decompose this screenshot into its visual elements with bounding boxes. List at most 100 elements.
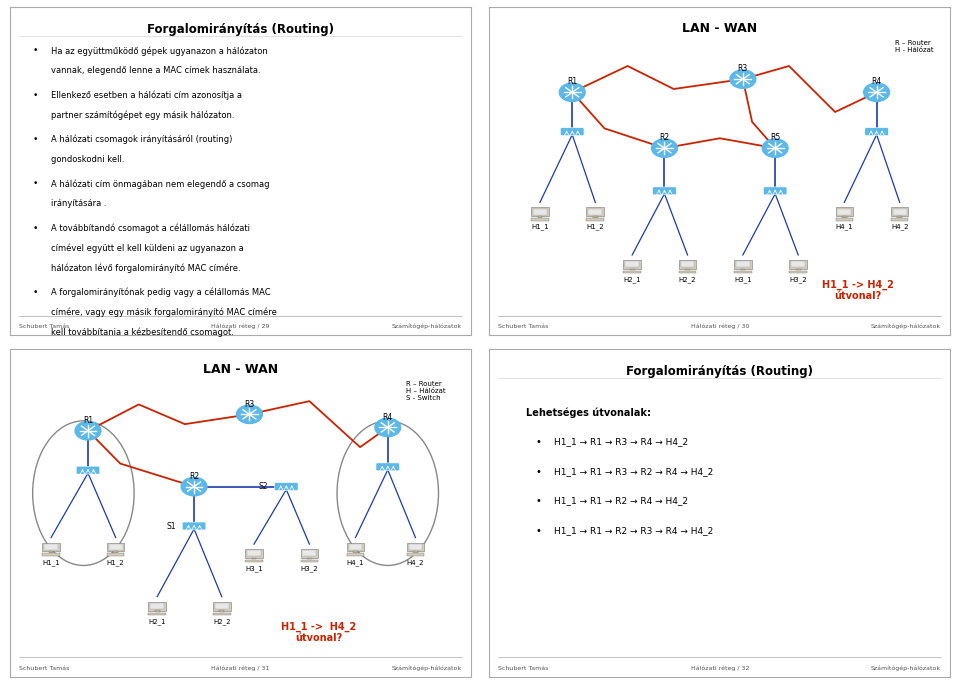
FancyBboxPatch shape: [275, 483, 298, 490]
Text: Számítógép-hálózatok: Számítógép-hálózatok: [392, 324, 462, 329]
Bar: [842, 216, 847, 218]
Bar: [791, 261, 805, 267]
Text: H1_2: H1_2: [107, 559, 125, 566]
Text: Forgalomirányítás (Routing): Forgalomirányítás (Routing): [626, 365, 813, 378]
Bar: [407, 553, 424, 556]
Text: A továbbítandó csomagot a célállomás hálózati: A továbbítandó csomagot a célállomás hál…: [51, 224, 251, 233]
Bar: [353, 551, 358, 553]
Text: R1: R1: [83, 416, 93, 425]
FancyBboxPatch shape: [865, 128, 888, 135]
Bar: [587, 218, 604, 221]
Circle shape: [181, 477, 207, 496]
Text: címére, vagy egy másik forgalomirányító MAC címére: címére, vagy egy másik forgalomirányító …: [51, 308, 277, 317]
Text: Schubert Tamás: Schubert Tamás: [498, 666, 549, 670]
Text: Ha az együttműködő gépek ugyanazon a hálózaton: Ha az együttműködő gépek ugyanazon a hál…: [51, 47, 268, 56]
Text: R – Router
H – Hálózat
S - Switch: R – Router H – Hálózat S - Switch: [406, 382, 445, 402]
Text: Lehetséges útvonalak:: Lehetséges útvonalak:: [526, 408, 651, 418]
FancyBboxPatch shape: [763, 187, 787, 195]
Text: LAN - WAN: LAN - WAN: [683, 22, 757, 35]
FancyBboxPatch shape: [561, 128, 584, 135]
Text: Hálózati réteg / 32: Hálózati réteg / 32: [690, 665, 749, 670]
Bar: [213, 602, 230, 611]
Text: H1_2: H1_2: [587, 224, 604, 231]
Text: Schubert Tamás: Schubert Tamás: [19, 324, 69, 329]
Text: •: •: [33, 224, 38, 233]
Bar: [740, 269, 745, 270]
Bar: [347, 542, 364, 551]
Bar: [245, 549, 263, 558]
Bar: [409, 544, 422, 550]
Bar: [538, 216, 542, 218]
Text: H3_2: H3_2: [789, 276, 807, 283]
Text: H3_2: H3_2: [300, 566, 318, 573]
Bar: [300, 549, 318, 558]
Text: •: •: [33, 288, 38, 297]
Text: kell továbbítania a kézbesítendő csomagot.: kell továbbítania a kézbesítendő csomago…: [51, 327, 234, 337]
Bar: [107, 542, 125, 551]
Text: gondoskodni kell.: gondoskodni kell.: [51, 155, 125, 163]
Text: vannak, elegendő lenne a MAC címek használata.: vannak, elegendő lenne a MAC címek haszn…: [51, 66, 261, 75]
Bar: [893, 209, 906, 215]
Text: R3: R3: [737, 64, 748, 73]
Text: H2_1: H2_1: [623, 276, 641, 283]
Bar: [252, 557, 256, 560]
Text: •: •: [536, 437, 541, 447]
Bar: [49, 551, 54, 553]
Bar: [898, 216, 902, 218]
Text: R4: R4: [383, 412, 393, 421]
Text: R2: R2: [189, 472, 199, 481]
Bar: [407, 542, 424, 551]
FancyBboxPatch shape: [653, 187, 676, 195]
Circle shape: [75, 421, 101, 440]
Text: •: •: [536, 497, 541, 506]
Text: H2_1: H2_1: [149, 618, 166, 624]
Text: R4: R4: [872, 77, 881, 86]
Bar: [149, 613, 166, 615]
Bar: [837, 209, 852, 215]
Text: H1_1: H1_1: [42, 559, 60, 566]
Bar: [113, 551, 118, 553]
Bar: [42, 553, 60, 556]
Text: Az alábbi példában az 1. hálózat 1. gépe küld csomagot a 4. hálózat 2. gépének.: Az alábbi példában az 1. hálózat 1. gépe…: [28, 358, 410, 368]
Text: Hálózati réteg / 30: Hálózati réteg / 30: [690, 324, 749, 329]
Bar: [347, 553, 364, 556]
Bar: [681, 261, 694, 267]
Bar: [300, 560, 318, 562]
Text: R2: R2: [660, 133, 669, 142]
Circle shape: [560, 83, 586, 101]
Text: A forgalomirányítónak pedig vagy a célállomás MAC: A forgalomirányítónak pedig vagy a célál…: [51, 288, 271, 298]
Text: H4_1: H4_1: [835, 224, 853, 231]
Bar: [107, 553, 125, 556]
Bar: [307, 557, 312, 560]
Text: H2_2: H2_2: [213, 618, 230, 624]
Bar: [685, 269, 690, 270]
Circle shape: [652, 139, 678, 157]
Bar: [531, 207, 549, 216]
Text: •: •: [536, 467, 541, 477]
Text: Hálózati réteg / 29: Hálózati réteg / 29: [211, 324, 270, 329]
Bar: [593, 216, 598, 218]
Text: LAN - WAN: LAN - WAN: [203, 363, 277, 376]
Bar: [789, 271, 807, 274]
Text: •: •: [33, 179, 38, 188]
Text: Számítógép-hálózatok: Számítógép-hálózatok: [392, 665, 462, 670]
Text: címével együtt el kell küldeni az ugyanazon a: címével együtt el kell küldeni az ugyana…: [51, 244, 244, 253]
Text: H1_1 ->  H4_2
útvonal?: H1_1 -> H4_2 útvonal?: [281, 621, 356, 643]
Bar: [108, 544, 123, 550]
Text: H1_1: H1_1: [531, 224, 549, 231]
Bar: [679, 260, 696, 269]
Bar: [155, 610, 159, 612]
Text: S1: S1: [166, 521, 176, 531]
Text: R3: R3: [244, 399, 254, 408]
Bar: [533, 209, 547, 215]
Bar: [623, 260, 641, 269]
Bar: [789, 260, 807, 269]
Bar: [213, 613, 230, 615]
Text: H4_2: H4_2: [891, 224, 908, 231]
Text: H3_1: H3_1: [245, 566, 263, 573]
Bar: [625, 261, 639, 267]
Bar: [531, 218, 549, 221]
Text: hálózaton lévő forgalomirányító MAC címére.: hálózaton lévő forgalomirányító MAC címé…: [51, 263, 241, 273]
Bar: [835, 218, 853, 221]
Text: H1_1 → R1 → R2 → R4 → H4_2: H1_1 → R1 → R2 → R4 → H4_2: [554, 497, 687, 505]
